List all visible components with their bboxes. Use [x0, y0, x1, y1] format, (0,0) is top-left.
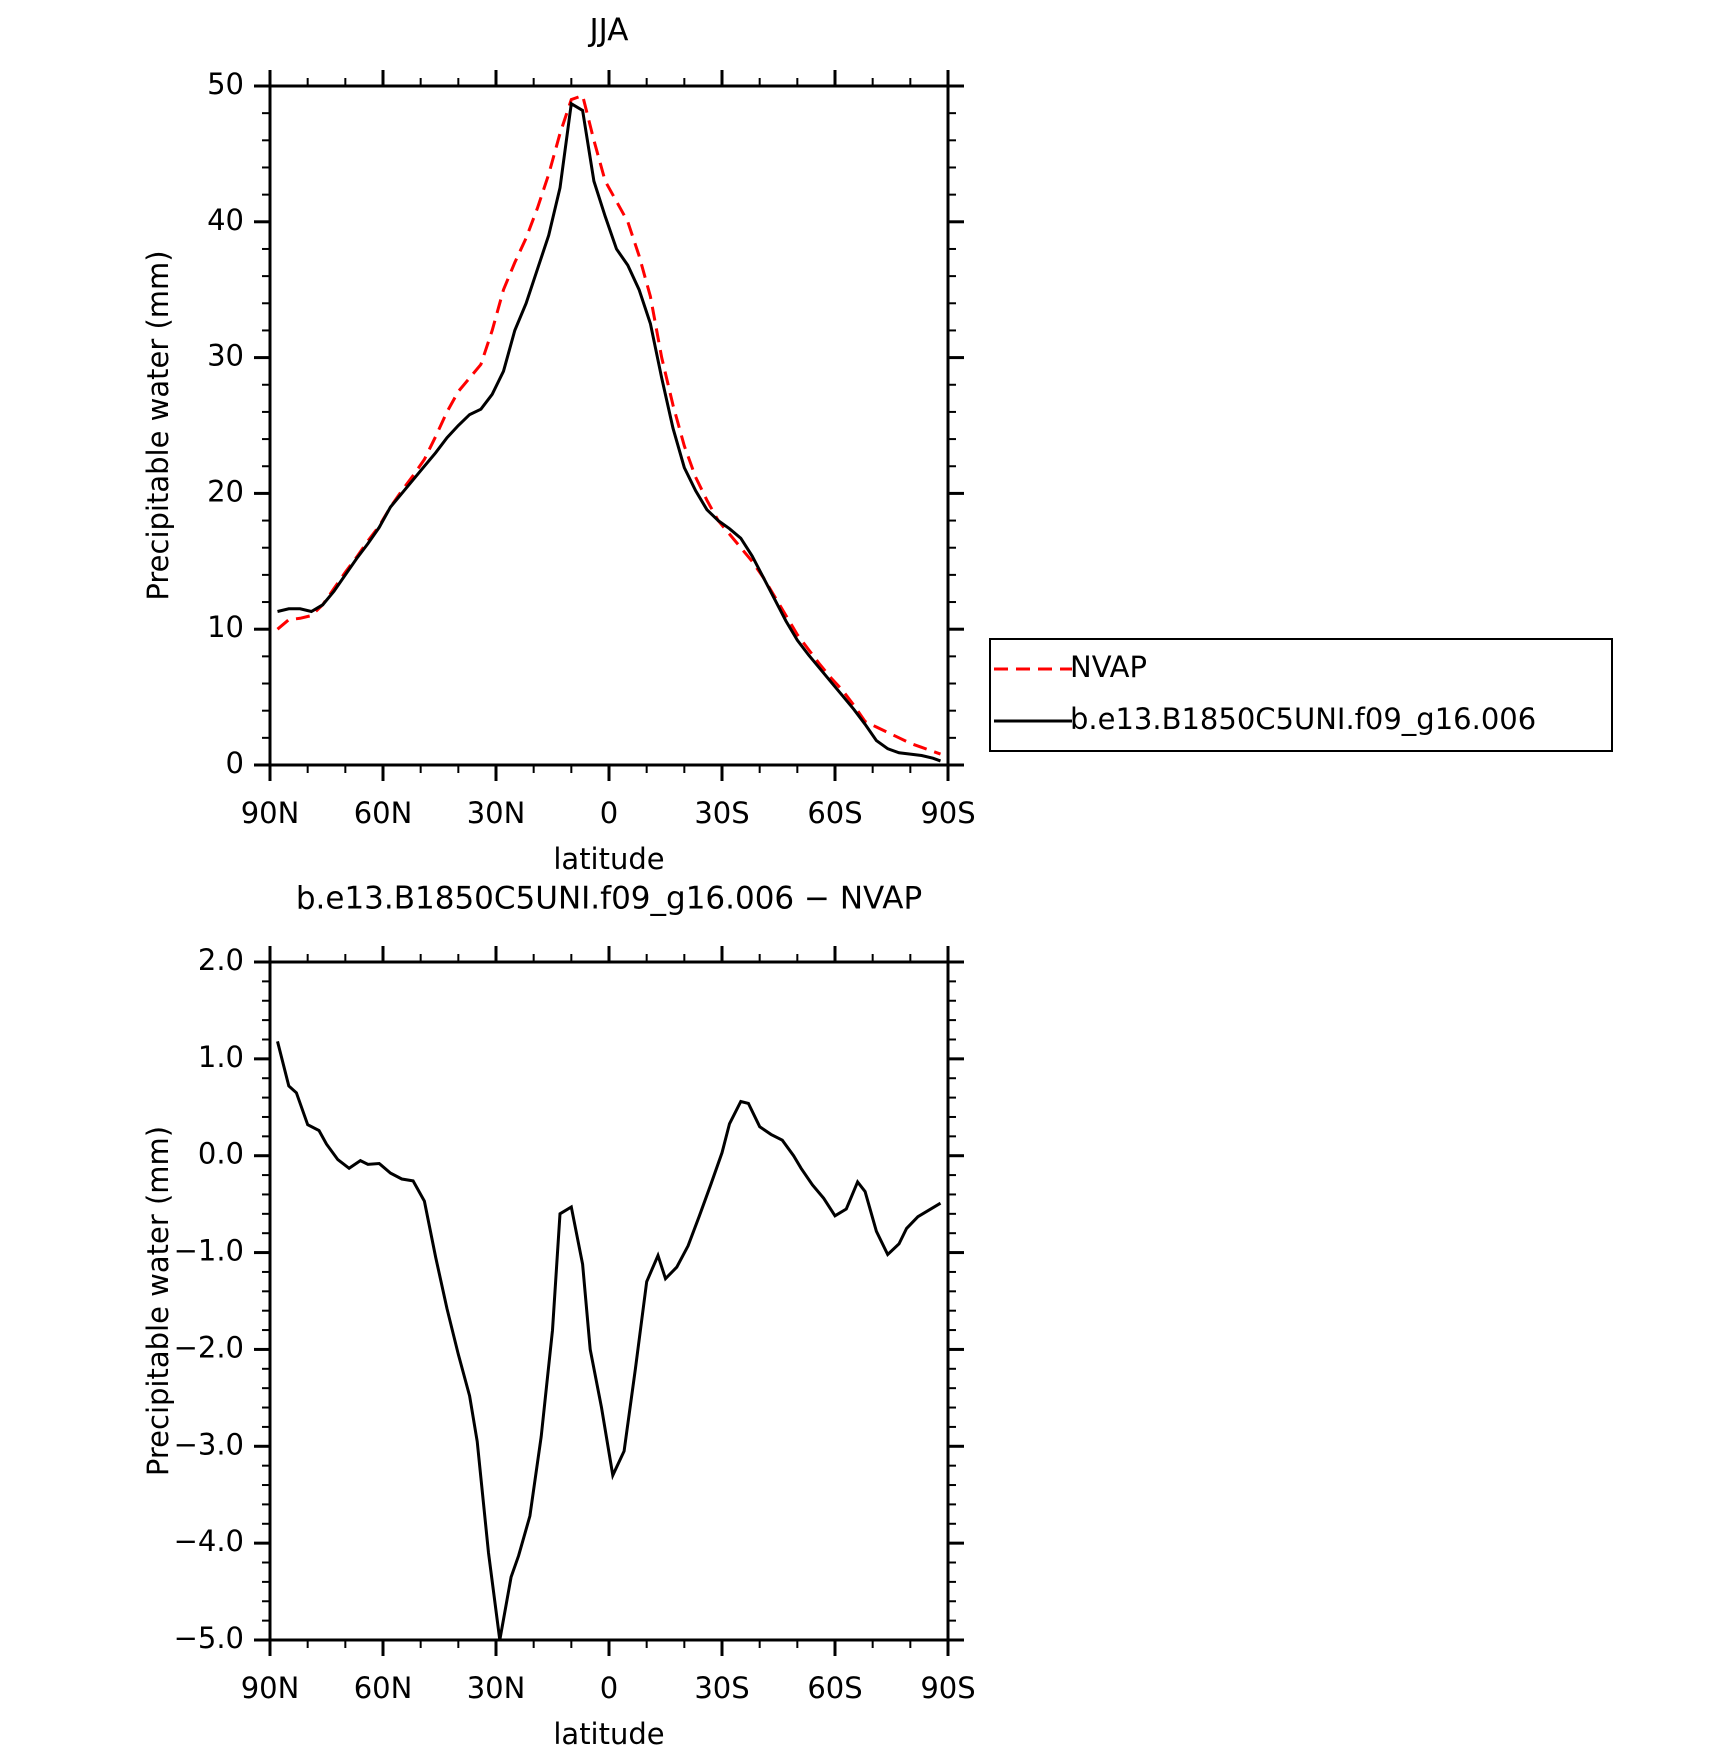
- data-line: [276, 93, 942, 756]
- y-tick-label: 30: [207, 339, 244, 373]
- x-tick-label: 0: [600, 1671, 618, 1705]
- data-line: [276, 1041, 942, 1641]
- y-tick-label: 20: [207, 474, 244, 508]
- y-tick-label: 50: [207, 67, 244, 101]
- x-tick-label: 30S: [694, 1671, 749, 1705]
- y-tick-label: 10: [207, 610, 244, 644]
- x-tick-label: 60N: [354, 1671, 413, 1705]
- x-tick-label: 90S: [920, 796, 975, 830]
- y-axis-label: Precipitable water (mm): [141, 1126, 175, 1476]
- y-tick-label: 1.0: [198, 1040, 244, 1074]
- y-tick-label: 40: [207, 203, 244, 237]
- y-tick-label: 0.0: [198, 1137, 244, 1171]
- legend-box: [989, 638, 1613, 752]
- x-axis-label: latitude: [553, 842, 664, 876]
- x-axis-label: latitude: [553, 1717, 664, 1745]
- y-tick-label: −1.0: [174, 1234, 244, 1268]
- x-tick-label: 30N: [467, 1671, 526, 1705]
- y-tick-label: −2.0: [174, 1330, 244, 1364]
- legend-label: b.e13.B1850C5UNI.f09_g16.006: [1070, 702, 1536, 736]
- legend-label: NVAP: [1070, 650, 1147, 684]
- plot-frame: [268, 960, 950, 1642]
- y-tick-label: −4.0: [174, 1524, 244, 1558]
- x-tick-label: 60N: [354, 796, 413, 830]
- y-tick-label: −5.0: [174, 1621, 244, 1655]
- x-tick-label: 30S: [694, 796, 749, 830]
- y-axis-label: Precipitable water (mm): [141, 250, 175, 600]
- chart-title: b.e13.B1850C5UNI.f09_g16.006 − NVAP: [296, 881, 922, 917]
- x-tick-label: 30N: [467, 796, 526, 830]
- x-tick-label: 60S: [807, 796, 862, 830]
- data-line: [277, 101, 942, 763]
- chart-title: JJA: [588, 13, 629, 49]
- y-tick-label: −3.0: [174, 1427, 244, 1461]
- x-tick-label: 90N: [241, 796, 300, 830]
- x-tick-label: 60S: [807, 1671, 862, 1705]
- y-tick-label: 2.0: [198, 943, 244, 977]
- x-tick-label: 0: [600, 796, 618, 830]
- x-tick-label: 90N: [241, 1671, 300, 1705]
- x-tick-label: 90S: [920, 1671, 975, 1705]
- y-tick-label: 0: [226, 746, 244, 780]
